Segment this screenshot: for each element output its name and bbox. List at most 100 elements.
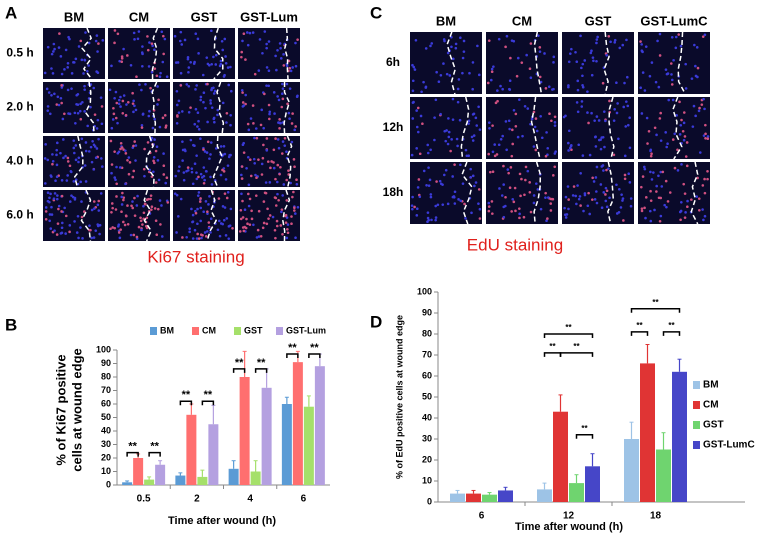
cell — [73, 111, 77, 115]
cell — [567, 149, 570, 152]
cell — [290, 222, 293, 225]
cell — [132, 169, 136, 173]
cell — [260, 108, 264, 112]
bar — [228, 468, 239, 485]
cell — [439, 73, 443, 77]
cell — [442, 62, 445, 65]
cell — [648, 74, 652, 78]
x-tick-label: 6 — [301, 494, 307, 505]
cell — [286, 223, 290, 226]
cell — [248, 31, 252, 35]
cell — [44, 217, 48, 221]
cell — [134, 159, 137, 162]
cell — [247, 128, 251, 132]
cell — [160, 235, 164, 238]
cell — [294, 41, 297, 45]
cell — [679, 44, 683, 48]
bar — [672, 371, 687, 502]
cell — [254, 127, 258, 130]
cell — [131, 91, 134, 95]
y-tick-label: 10 — [101, 466, 111, 476]
cell — [296, 38, 299, 41]
x-tick-label: 6 — [479, 511, 485, 522]
cell — [248, 197, 252, 201]
cell — [225, 111, 229, 115]
cell — [131, 175, 135, 179]
bar — [261, 387, 272, 485]
cell — [131, 206, 135, 210]
cell — [132, 110, 135, 114]
cell — [518, 98, 521, 101]
cell — [112, 106, 115, 110]
cell — [146, 35, 149, 38]
cell — [265, 66, 269, 69]
cell — [628, 146, 632, 150]
cell — [678, 100, 681, 104]
cell — [197, 52, 200, 55]
y-axis-label: cells at wound edge — [69, 348, 84, 472]
y-tick-label: 80 — [101, 371, 111, 381]
cell — [165, 75, 169, 79]
cell — [124, 182, 127, 186]
cell — [53, 92, 56, 96]
cell — [640, 43, 643, 46]
cell — [468, 71, 471, 75]
cell — [219, 173, 223, 177]
cell — [576, 79, 580, 83]
cell — [496, 99, 499, 103]
cell — [619, 206, 623, 209]
micrograph — [238, 27, 300, 80]
cell — [183, 148, 187, 151]
significance-bracket — [630, 331, 649, 336]
cell — [514, 124, 518, 128]
cell — [94, 39, 98, 43]
cell — [294, 212, 297, 215]
cell — [147, 65, 151, 68]
micrograph-bg — [108, 190, 170, 241]
y-tick-label: 90 — [101, 358, 111, 368]
cell — [221, 168, 224, 172]
cell — [82, 72, 85, 75]
cell — [239, 208, 243, 212]
legend-swatch — [693, 421, 700, 429]
cell — [621, 43, 625, 47]
cell — [487, 201, 491, 205]
cell — [119, 141, 123, 145]
cell — [197, 127, 201, 131]
cell — [472, 134, 476, 137]
cell — [241, 216, 245, 219]
cell — [279, 46, 282, 50]
micrograph — [238, 81, 300, 134]
cell — [181, 140, 184, 143]
cell — [206, 140, 210, 144]
cell — [640, 207, 644, 210]
cell — [274, 177, 277, 181]
cell — [219, 145, 223, 148]
cell — [90, 236, 94, 240]
cell — [659, 214, 663, 218]
cell — [594, 145, 598, 148]
cell — [488, 170, 492, 174]
micrograph-bg — [173, 28, 235, 79]
cell — [122, 94, 126, 97]
cell — [212, 92, 216, 95]
cell — [429, 195, 433, 199]
cell — [244, 102, 247, 106]
cell — [693, 43, 696, 47]
cell — [518, 216, 521, 220]
micrograph — [173, 189, 235, 242]
cell — [192, 62, 196, 65]
significance-bracket — [254, 368, 268, 373]
cell — [59, 232, 63, 235]
cell — [94, 156, 98, 160]
cell — [281, 194, 284, 197]
wound-edge — [84, 81, 95, 134]
cell — [275, 224, 279, 228]
cell — [43, 157, 47, 160]
cell — [493, 143, 497, 146]
cell — [454, 46, 458, 50]
significance-bracket — [543, 333, 594, 338]
cell — [116, 121, 119, 125]
x-tick-label: 2 — [194, 494, 200, 505]
cell — [210, 106, 214, 109]
